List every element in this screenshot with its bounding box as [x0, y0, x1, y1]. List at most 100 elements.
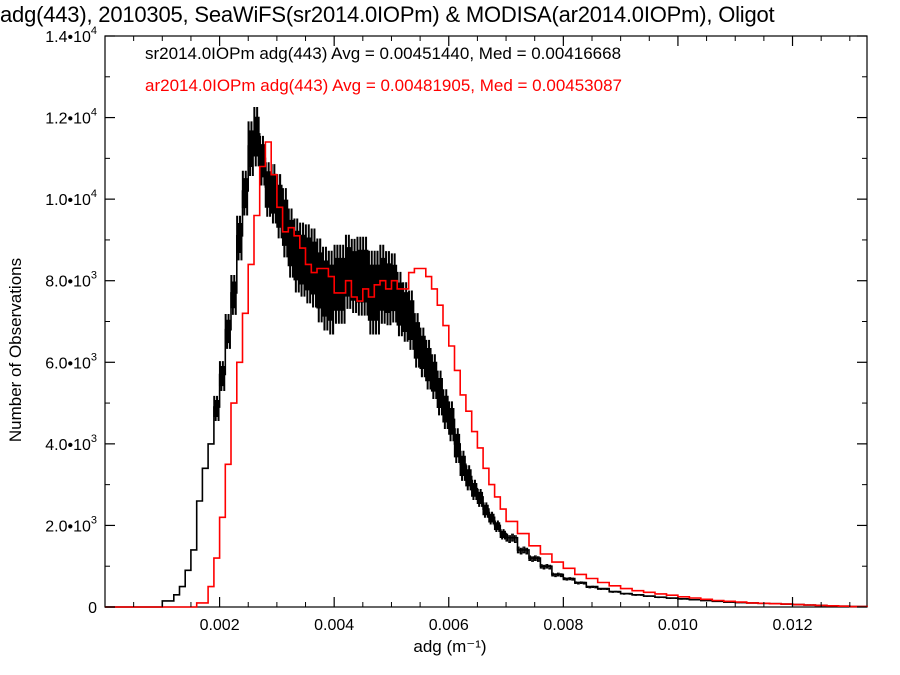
series-0-bar-58-2 [496, 520, 499, 531]
series-0-bar-22-2 [290, 208, 293, 267]
series-0-bar-49-0 [442, 389, 445, 423]
series-line-1 [105, 141, 868, 608]
series-0-bar-50-1 [449, 408, 452, 442]
series-0-bar-46-0 [425, 339, 428, 382]
series-0-bar-33-0 [350, 238, 353, 301]
series-0-bar-11-0 [224, 314, 227, 344]
x-tick-label-2: 0.006 [429, 617, 469, 634]
series-0-bar-53-1 [466, 469, 469, 491]
series-0-bar-27-2 [319, 238, 322, 309]
y-tick-label-1: 2.0•103 [45, 514, 97, 535]
series-0-bar-12-2 [233, 275, 236, 309]
series-0-bar-56-2 [485, 502, 488, 516]
series-0-bar-37-1 [375, 264, 378, 335]
series-0-bar-50-2 [450, 401, 453, 435]
series-0-bar-19-1 [271, 173, 274, 224]
series-0-bar-18-1 [266, 171, 269, 217]
series-0-bar-16-0 [253, 107, 256, 157]
series-0-bar-10-3 [223, 366, 226, 392]
series-0-bar-66-3 [582, 581, 586, 585]
series-0-bar-30-1 [334, 257, 337, 324]
series-0-bar-34-2 [359, 236, 362, 303]
series-0-bar-21-2 [284, 188, 287, 246]
axes-layer: 0.002 0.004 0.006 0.008 0.010 0.012 0 2.0•103 4.… [45, 25, 867, 634]
series-0-bar-41-1 [397, 282, 400, 337]
series-0-bar-63-1 [542, 564, 546, 570]
series-0-bar-67-3 [594, 586, 597, 589]
series-0-bar-19-0 [270, 164, 273, 214]
series-0-bar-16-3 [257, 116, 260, 167]
x-axis-label: adg (m⁻¹) [413, 637, 487, 656]
series-0-bar-27-3 [320, 252, 323, 323]
series-0-bar-69-0 [608, 590, 612, 593]
series-0-bar-36-0 [367, 250, 370, 321]
y-tick-label-6: 1.2•104 [45, 107, 97, 128]
series-0-bar-45-0 [419, 327, 422, 370]
series-0-bar-61-1 [519, 547, 523, 555]
series-0-bar-57-1 [489, 513, 492, 525]
series-0-bar-19-2 [273, 164, 276, 214]
series-0-bar-69-3 [617, 591, 620, 593]
x-tick-label-5: 0.012 [772, 617, 812, 634]
series-0-bar-55-3 [481, 491, 484, 507]
series-0-bar-50-3 [452, 408, 455, 442]
series-0-bar-14-3 [246, 178, 249, 216]
series-0-bar-50-0 [448, 401, 451, 435]
series-0-bar-26-3 [314, 241, 317, 308]
series-0-bar-11-2 [227, 314, 230, 344]
legend-entry-red: ar2014.0IOPm adg(443) Avg = 0.00481905, … [145, 76, 622, 95]
series-0-bar-32-1 [346, 247, 349, 309]
legend-entry-black: sr2014.0IOPm adg(443) Avg = 0.00451440, … [145, 44, 622, 63]
series-0-bar-69-2 [614, 590, 617, 593]
series-0-bar-51-3 [458, 433, 461, 464]
series-0-bar-33-2 [353, 238, 356, 301]
series-0-bar-71-2 [637, 594, 640, 596]
series-0-bar-20-2 [279, 174, 282, 228]
series-0-bar-11-3 [228, 319, 231, 349]
series-0-bar-41-0 [396, 271, 399, 326]
series-0-bar-51-0 [453, 428, 456, 458]
series-0-bar-24-0 [299, 222, 302, 285]
series-0-bar-65-2 [568, 577, 572, 581]
series-0-bar-39-3 [389, 263, 392, 326]
series-0-bar-34-3 [360, 249, 363, 316]
series-0-bar-69-1 [611, 591, 615, 593]
series-0-bar-32-0 [344, 234, 347, 297]
series-0-bar-70-1 [622, 593, 626, 595]
series-0-bar-29-2 [330, 250, 333, 321]
series-0-bar-39-1 [386, 263, 389, 326]
series-0-bar-9-1 [214, 400, 217, 422]
series-0-bar-9-2 [216, 395, 219, 417]
series-0-bar-60-1 [508, 535, 511, 544]
series-0-bar-43-1 [409, 300, 412, 350]
series-0-bar-45-3 [423, 335, 426, 378]
series-0-bar-25-1 [306, 237, 309, 304]
series-0-bar-48-3 [440, 378, 443, 416]
series-0-bar-65-0 [562, 577, 566, 581]
series-0-bar-44-2 [416, 313, 419, 359]
series-0-bar-61-3 [525, 547, 529, 555]
series-0-bar-44-3 [418, 322, 421, 368]
series-0-bar-23-2 [296, 218, 299, 281]
series-0-bar-38-3 [383, 257, 386, 324]
series-0-bar-20-3 [280, 184, 283, 239]
series-0-bar-43-3 [412, 300, 415, 350]
series-0-bar-38-1 [380, 257, 383, 324]
series-0-bar-43-2 [410, 290, 413, 341]
series-0-bar-52-2 [462, 450, 465, 476]
series-0-bar-42-1 [403, 292, 406, 342]
series-0-bar-56-3 [486, 504, 489, 518]
series-0-bar-26-0 [310, 228, 313, 295]
series-0-bar-11-1 [226, 319, 229, 349]
series-0-bar-48-1 [438, 378, 441, 416]
series-0-bar-13-2 [238, 215, 242, 254]
series-0-bar-36-2 [370, 250, 373, 321]
series-0-bar-28-0 [322, 246, 325, 317]
series-0-bar-12-1 [231, 281, 234, 315]
series-0-bar-24-2 [302, 222, 305, 285]
series-0-bar-64-1 [554, 573, 557, 578]
series-0-bar-38-2 [382, 244, 385, 311]
series-0-bar-55-1 [478, 491, 481, 507]
series-0-bar-40-3 [395, 264, 398, 323]
